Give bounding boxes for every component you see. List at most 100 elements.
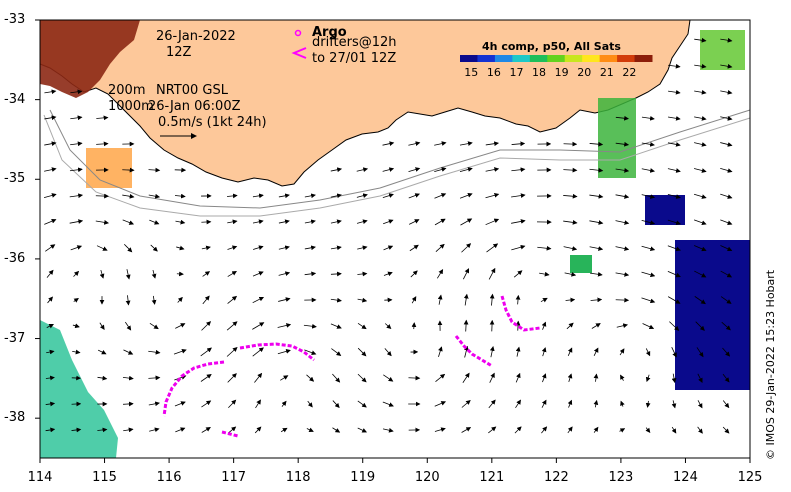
current-vector bbox=[149, 322, 159, 330]
current-vector bbox=[722, 426, 730, 434]
current-vector bbox=[277, 323, 292, 328]
current-vector bbox=[720, 270, 733, 278]
current-vector bbox=[331, 348, 342, 356]
current-vector bbox=[96, 115, 109, 121]
current-vector bbox=[148, 349, 161, 355]
x-tick-label: 117 bbox=[221, 470, 247, 485]
current-vector bbox=[175, 219, 186, 225]
current-vector bbox=[489, 346, 495, 358]
current-vector bbox=[122, 193, 135, 199]
current-vector bbox=[671, 400, 677, 409]
current-vector bbox=[408, 167, 421, 172]
sst-patch-green-ne bbox=[700, 30, 745, 70]
current-vector bbox=[720, 245, 733, 252]
y-tick-label: -37 bbox=[4, 330, 26, 346]
current-vector bbox=[722, 400, 730, 409]
sst-warm-coastal-patch bbox=[40, 20, 140, 98]
current-vector bbox=[515, 294, 521, 305]
current-vector bbox=[461, 427, 472, 433]
current-vector bbox=[642, 323, 655, 330]
current-vector bbox=[693, 193, 707, 199]
y-tick-label: -34 bbox=[4, 91, 26, 107]
colorbar-label: 21 bbox=[599, 66, 614, 79]
current-vector bbox=[434, 167, 447, 173]
current-vector bbox=[44, 89, 57, 95]
current-vector bbox=[122, 219, 135, 225]
current-vector bbox=[541, 399, 547, 408]
current-vector bbox=[435, 373, 446, 382]
current-vector bbox=[645, 374, 651, 382]
current-vector bbox=[202, 271, 211, 277]
current-vector bbox=[409, 219, 420, 225]
current-vector bbox=[693, 168, 707, 173]
current-vector bbox=[70, 141, 83, 147]
current-vector bbox=[97, 375, 108, 381]
current-vector bbox=[332, 400, 340, 409]
current-vector bbox=[593, 426, 599, 433]
current-vector bbox=[462, 268, 470, 280]
drifter-track bbox=[500, 295, 541, 332]
current-vector bbox=[278, 245, 290, 251]
current-vector bbox=[70, 89, 83, 95]
current-vector bbox=[641, 219, 656, 225]
current-vector bbox=[357, 373, 367, 383]
current-vector bbox=[541, 373, 547, 383]
current-vector bbox=[489, 372, 495, 383]
current-vector bbox=[515, 346, 521, 357]
current-vector bbox=[461, 243, 472, 253]
current-vector bbox=[73, 270, 80, 277]
current-vector bbox=[463, 319, 469, 332]
current-vector bbox=[174, 401, 186, 407]
current-vector bbox=[694, 89, 707, 95]
current-vector bbox=[201, 427, 211, 433]
current-vector bbox=[175, 323, 186, 329]
current-vector bbox=[615, 194, 630, 199]
drifter-marker-legend bbox=[291, 47, 307, 59]
colorbar-label: 15 bbox=[464, 66, 479, 79]
current-vector bbox=[437, 294, 443, 305]
current-vector bbox=[409, 244, 419, 252]
current-vector bbox=[641, 168, 656, 173]
current-vector bbox=[694, 270, 707, 278]
current-vector bbox=[460, 218, 473, 226]
current-vector bbox=[593, 373, 599, 382]
current-vector bbox=[382, 401, 394, 407]
colorbar-label: 19 bbox=[554, 66, 569, 79]
current-vector bbox=[255, 399, 261, 409]
current-vector bbox=[563, 246, 578, 251]
current-vector bbox=[383, 271, 393, 277]
x-tick-label: 115 bbox=[92, 470, 117, 485]
current-vector bbox=[667, 193, 681, 199]
current-vector bbox=[96, 245, 108, 251]
current-vector bbox=[252, 296, 265, 304]
current-vector bbox=[278, 297, 291, 302]
current-vector bbox=[228, 399, 237, 409]
current-vector bbox=[95, 219, 110, 225]
current-vector bbox=[695, 321, 705, 331]
current-vector bbox=[330, 245, 342, 251]
current-vector bbox=[45, 401, 56, 407]
current-vector bbox=[616, 323, 629, 329]
current-vector bbox=[174, 375, 187, 381]
current-vector bbox=[227, 245, 238, 251]
axis-ticks bbox=[35, 19, 751, 463]
current-vector bbox=[45, 244, 56, 252]
colorbar-label: 17 bbox=[509, 66, 524, 79]
current-vector bbox=[438, 346, 443, 358]
x-tick-label: 120 bbox=[414, 470, 440, 485]
current-vector bbox=[151, 295, 157, 305]
current-vector bbox=[720, 193, 733, 199]
current-vector bbox=[330, 297, 342, 303]
current-vector bbox=[356, 193, 368, 198]
argo-marker-legend bbox=[294, 29, 302, 37]
current-vector bbox=[252, 193, 264, 199]
current-vector bbox=[330, 219, 342, 225]
current-vector bbox=[511, 244, 526, 251]
y-tick-label: -35 bbox=[4, 171, 26, 187]
current-vector bbox=[201, 321, 212, 331]
current-vector bbox=[511, 219, 526, 224]
depth-1000-label: 1000m bbox=[108, 99, 154, 114]
current-vector bbox=[511, 141, 526, 147]
current-vector bbox=[97, 427, 108, 433]
current-vector bbox=[694, 142, 707, 147]
